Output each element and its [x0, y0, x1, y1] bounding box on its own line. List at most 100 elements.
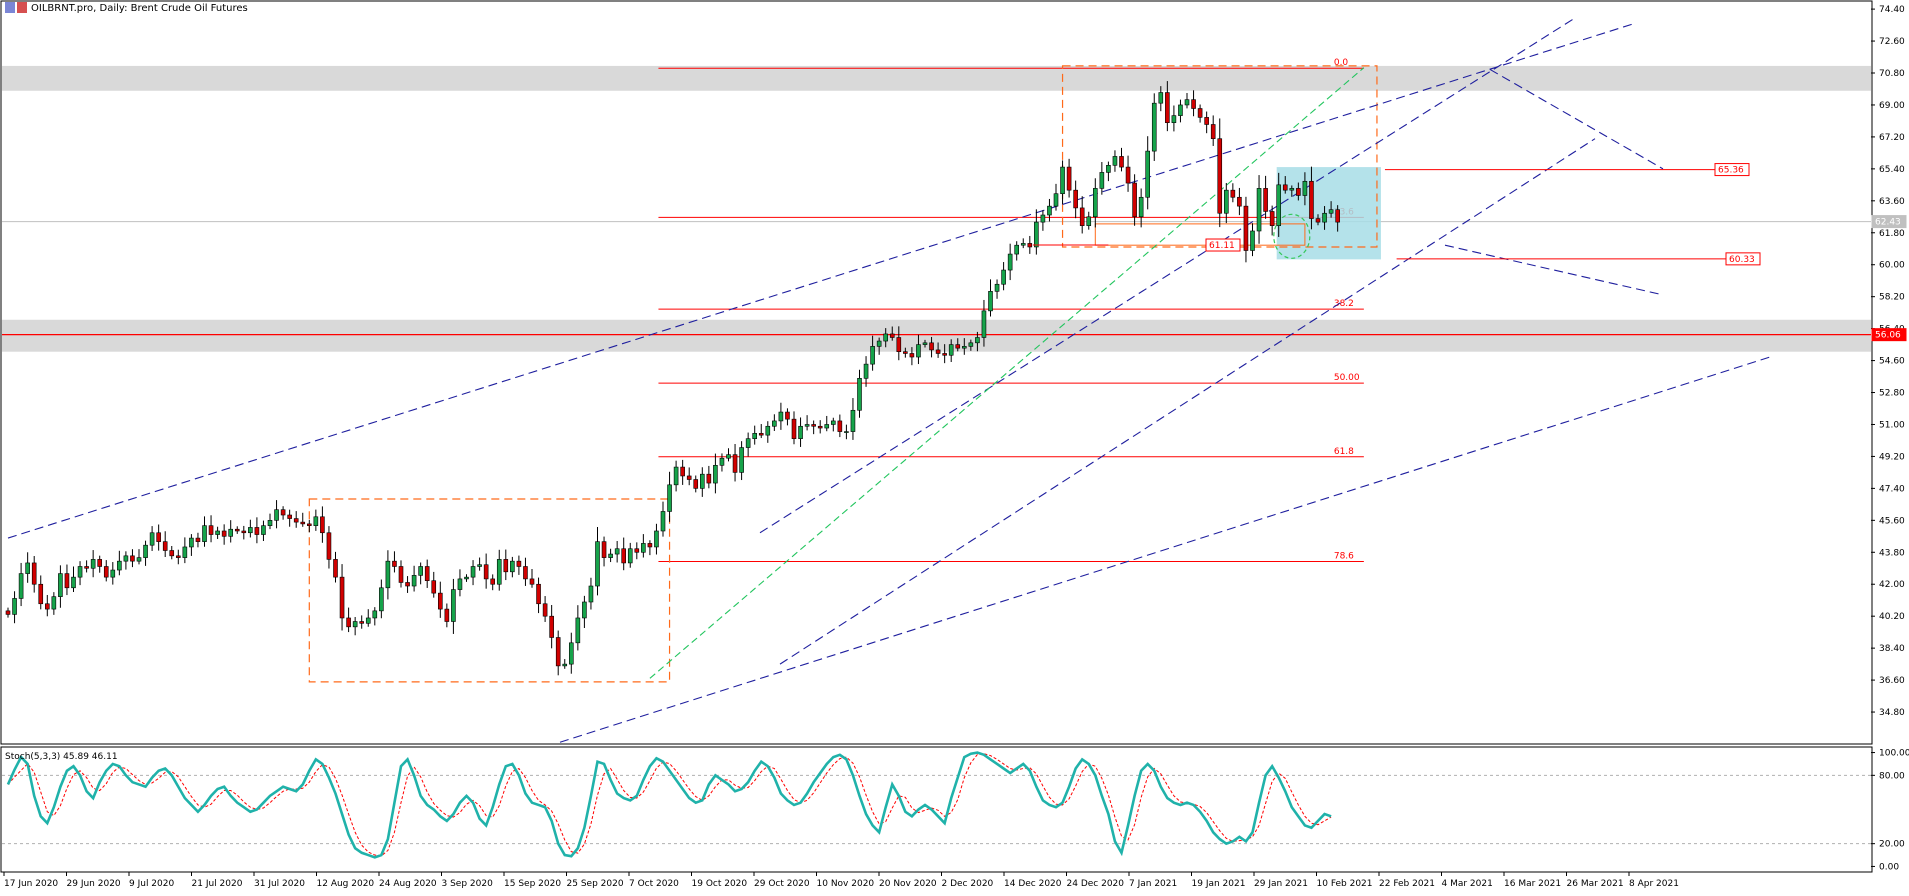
bull-candle-body — [752, 433, 758, 439]
bull-candle-body — [143, 544, 148, 558]
bull-candle-body — [1145, 150, 1150, 198]
candle — [909, 347, 915, 366]
candle — [123, 551, 129, 570]
candle — [261, 520, 266, 542]
candle — [18, 562, 24, 607]
bull-candle-body — [804, 424, 810, 427]
candle — [195, 532, 201, 548]
price-tick-label: 52.80 — [1879, 389, 1905, 399]
candle — [1053, 183, 1059, 211]
bear-candle-body — [1204, 117, 1209, 125]
price-tick-label: 74.40 — [1879, 5, 1905, 15]
bull-candle-body — [411, 575, 417, 587]
candle — [1086, 211, 1092, 230]
bull-candle-body — [464, 576, 469, 580]
candle — [811, 420, 816, 435]
candle — [706, 465, 712, 489]
candle — [896, 326, 902, 361]
candle — [1204, 111, 1209, 134]
candle — [97, 555, 102, 573]
candle — [248, 519, 253, 538]
candle — [1335, 205, 1340, 232]
candle — [25, 552, 30, 583]
trendlines-layer — [7, 17, 1771, 743]
candle — [1093, 178, 1098, 228]
bear-candle-body — [483, 564, 489, 580]
bull-candle-body — [608, 553, 613, 558]
candle — [483, 553, 489, 589]
candle — [149, 526, 155, 551]
bull-candle-body — [385, 560, 391, 589]
candle — [575, 605, 581, 651]
candle — [437, 581, 443, 618]
price-tick-label: 36.60 — [1879, 676, 1905, 686]
bear-candle-body — [1263, 188, 1268, 212]
bull-candle-body — [136, 557, 142, 562]
candle — [359, 615, 365, 629]
candle — [883, 328, 889, 348]
bear-candle-body — [549, 615, 554, 638]
range-box-left — [308, 498, 671, 683]
bull-candle-body — [654, 530, 659, 548]
candle — [582, 595, 587, 628]
stoch-label: Stoch(5,3,3) 45.89 46.11 — [5, 752, 118, 762]
bull-candle-body — [1158, 92, 1164, 104]
candle — [876, 337, 882, 355]
candle — [523, 557, 528, 586]
candle — [326, 526, 332, 569]
bear-candle-body — [359, 621, 365, 624]
candle — [627, 542, 633, 568]
candle — [948, 339, 954, 362]
bear-candle-body — [955, 344, 961, 349]
bear-candle-body — [647, 543, 653, 548]
candle — [981, 299, 987, 347]
candle — [1066, 158, 1072, 198]
candle — [365, 609, 371, 627]
bull-candle-body — [470, 566, 476, 578]
price-tick-label: 58.20 — [1879, 293, 1905, 303]
bear-candle-body — [536, 583, 541, 605]
candle — [280, 506, 286, 520]
bull-candle-body — [1302, 180, 1308, 196]
candle — [51, 592, 57, 615]
bull-candle-body — [975, 337, 980, 344]
candle — [254, 517, 260, 544]
bear-candle-body — [1119, 156, 1124, 168]
candle — [529, 569, 535, 588]
candle — [634, 542, 640, 560]
candle — [1027, 235, 1033, 254]
candle — [424, 559, 430, 588]
candle — [568, 632, 574, 674]
candle — [850, 398, 856, 440]
time-tick-label: 8 Apr 2021 — [1629, 879, 1679, 889]
candle — [621, 537, 627, 571]
bull-candle-body — [863, 363, 869, 379]
price-tick-label: 40.20 — [1879, 612, 1905, 622]
bull-candle-body — [372, 610, 378, 619]
candle — [162, 531, 168, 557]
price-tick-label: 34.80 — [1879, 708, 1905, 718]
candle — [234, 526, 240, 534]
bull-candle-body — [765, 425, 771, 436]
bear-candle-body — [431, 580, 437, 594]
bear-candle-body — [758, 433, 764, 436]
bear-candle-body — [732, 454, 738, 473]
bear-candle-body — [1230, 189, 1236, 198]
bull-candle-body — [1007, 253, 1013, 271]
current-price-tag-text: 62.43 — [1875, 218, 1901, 228]
bear-candle-body — [542, 603, 548, 617]
candle — [202, 516, 207, 547]
bull-candle-body — [745, 438, 751, 448]
candle — [1001, 262, 1006, 291]
small-range-box — [1094, 223, 1306, 246]
stochastic-layer: 100.00 80.00 20.00 0.00 — [2, 749, 1909, 872]
bear-candle-body — [5, 610, 11, 615]
bull-candle-body — [988, 291, 993, 312]
candle — [110, 562, 116, 585]
price-tags: 62.43 56.06 65.36 60.33 61.11 — [1032, 163, 1907, 342]
candle — [5, 607, 11, 618]
candle — [1256, 175, 1262, 244]
candle — [136, 549, 142, 565]
